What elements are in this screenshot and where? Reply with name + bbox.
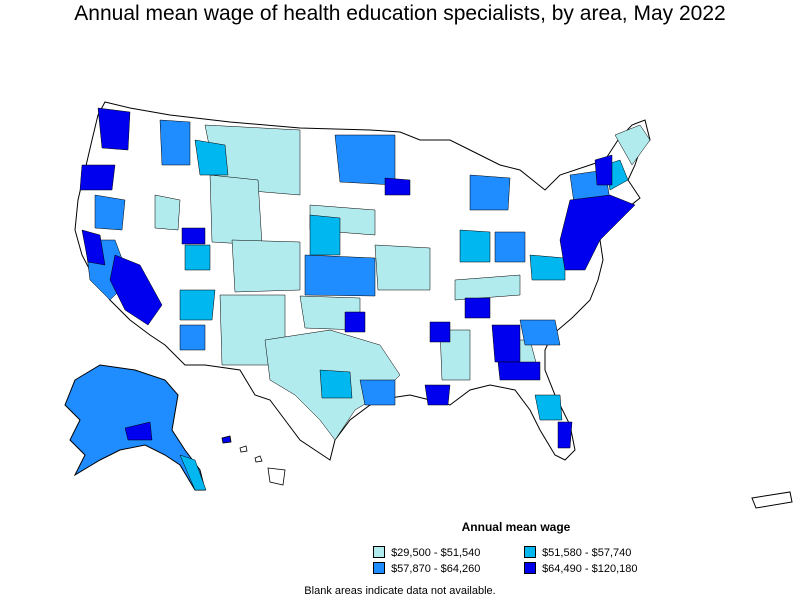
map-title: Annual mean wage of health education spe… [74, 2, 726, 25]
washington-coast-region [97, 107, 131, 151]
colorado-region [231, 239, 301, 293]
legend-item-tier1: $29,500 - $51,540 [373, 546, 480, 559]
kansas-east-region [309, 214, 341, 256]
dakota-region [334, 134, 396, 186]
alabama-region [319, 369, 353, 399]
tennessee-region [491, 324, 521, 363]
alaska-southeast [179, 454, 207, 491]
alaska-anchorage [124, 421, 153, 441]
carolina-region [519, 319, 561, 346]
legend-title: Annual mean wage [461, 520, 571, 534]
tier4-regions [79, 107, 636, 449]
california-south-region [109, 254, 163, 326]
legend-item-tier3: $57,870 - $64,260 [373, 562, 480, 575]
missouri-region [374, 244, 431, 291]
michigan-region [469, 174, 511, 211]
legend-label-tier3: $57,870 - $64,260 [391, 563, 481, 575]
ohio-region [494, 231, 526, 263]
maine-region [614, 124, 651, 166]
kentucky-region-dark [464, 297, 491, 319]
legend-label-tier1: $29,500 - $51,540 [391, 547, 481, 559]
legend-swatch-tier2 [524, 546, 536, 558]
legend-swatch-tier4 [524, 562, 536, 574]
wyoming-region [209, 174, 263, 246]
legend-item-tier2: $51,580 - $57,740 [524, 546, 631, 559]
legend-label-tier2: $51,580 - $57,740 [542, 547, 632, 559]
hawaii [221, 435, 286, 486]
legend-swatch-tier1 [373, 546, 385, 558]
footnote: Blank areas indicate data not available. [304, 585, 496, 597]
tennessee-west-region [429, 321, 451, 343]
texas-west-region [344, 311, 366, 333]
oregon-region [94, 194, 126, 231]
arizona-region [179, 289, 216, 321]
minnesota-region [384, 177, 411, 196]
mississippi-region [439, 329, 471, 381]
northeast-corridor-region [559, 194, 636, 271]
kentucky-region [454, 274, 521, 301]
utah-region [184, 244, 211, 271]
colorado-denver-region [181, 227, 206, 245]
louisiana-region [424, 384, 451, 406]
kansas-west-region [304, 254, 376, 297]
florida-region [534, 394, 563, 421]
florida-south-region [557, 421, 573, 449]
puerto-rico [751, 491, 793, 509]
georgia-coast-region [497, 361, 541, 381]
california-coast-region [81, 229, 106, 266]
vermont-north-region [594, 154, 613, 186]
tier2-regions [179, 139, 629, 421]
oregon-coast-region [79, 164, 116, 191]
legend-item-tier4: $64,490 - $120,180 [524, 562, 637, 575]
virginia-region [529, 254, 566, 281]
nevada-east-region [154, 194, 181, 231]
idaho-north-region [194, 139, 229, 176]
legend-swatch-tier3 [373, 562, 385, 574]
indiana-region [459, 229, 491, 263]
arizona-east-region [179, 324, 206, 351]
legend-label-tier4: $64,490 - $120,180 [542, 563, 638, 575]
washington-east-region [159, 119, 191, 166]
texas-east-region [359, 379, 396, 406]
